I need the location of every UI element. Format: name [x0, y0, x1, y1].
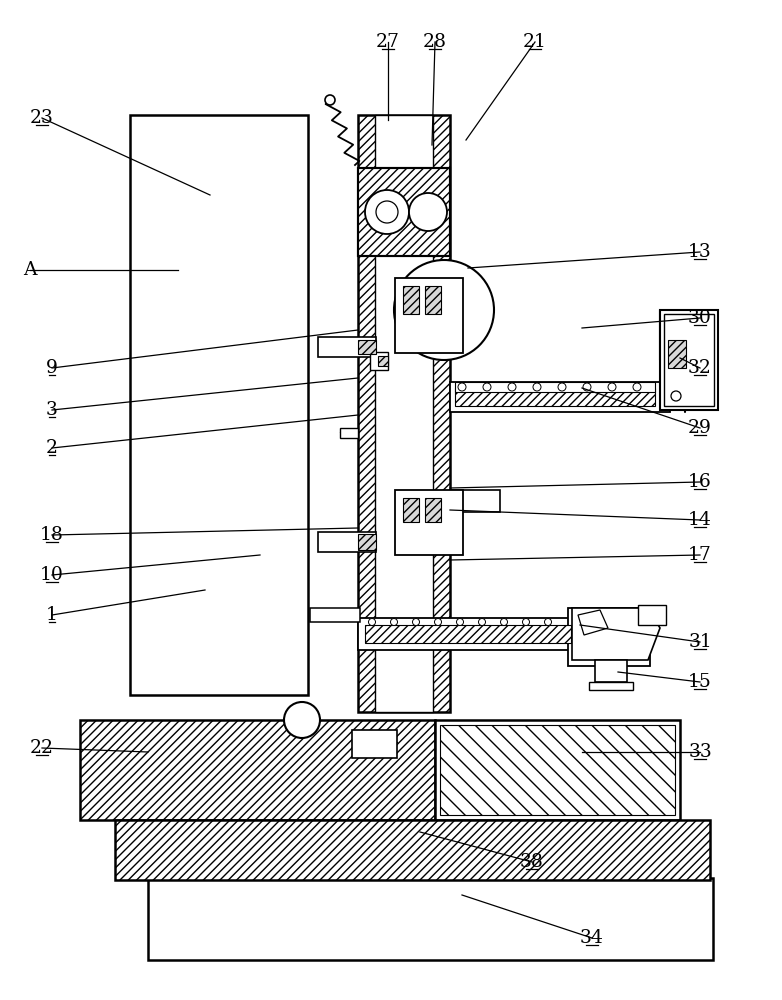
- Text: 21: 21: [523, 33, 547, 51]
- Text: 13: 13: [688, 243, 712, 261]
- Text: 31: 31: [688, 633, 712, 651]
- Bar: [403, 498, 419, 522]
- Text: 2: 2: [46, 439, 58, 457]
- Bar: [358, 168, 450, 256]
- Bar: [318, 532, 376, 552]
- Circle shape: [522, 618, 529, 626]
- Circle shape: [479, 618, 486, 626]
- Bar: [568, 608, 650, 666]
- Text: 28: 28: [423, 33, 447, 51]
- Circle shape: [483, 383, 491, 391]
- Circle shape: [558, 383, 566, 391]
- Bar: [664, 314, 714, 406]
- Text: 18: 18: [40, 526, 64, 544]
- Bar: [589, 682, 633, 690]
- Bar: [358, 168, 450, 256]
- Text: 29: 29: [688, 419, 712, 437]
- Bar: [450, 490, 500, 512]
- Bar: [130, 115, 308, 695]
- Text: 3: 3: [46, 401, 58, 419]
- Bar: [595, 660, 627, 682]
- Bar: [660, 310, 718, 410]
- Bar: [115, 820, 710, 880]
- Text: 23: 23: [30, 109, 54, 127]
- Bar: [403, 286, 419, 314]
- Text: 27: 27: [376, 33, 400, 51]
- Circle shape: [633, 383, 641, 391]
- Circle shape: [325, 95, 335, 105]
- Circle shape: [409, 193, 447, 231]
- Bar: [358, 618, 588, 650]
- Bar: [358, 115, 450, 712]
- Circle shape: [435, 618, 442, 626]
- Text: 33: 33: [688, 743, 712, 761]
- Circle shape: [583, 383, 591, 391]
- Bar: [638, 605, 666, 625]
- Circle shape: [671, 391, 681, 401]
- Polygon shape: [572, 608, 660, 660]
- Bar: [435, 720, 680, 820]
- Circle shape: [544, 618, 551, 626]
- Bar: [395, 490, 463, 555]
- Text: 17: 17: [688, 546, 712, 564]
- Circle shape: [533, 383, 541, 391]
- Circle shape: [457, 618, 464, 626]
- Bar: [370, 352, 388, 370]
- Text: 14: 14: [688, 511, 712, 529]
- Bar: [365, 625, 571, 643]
- Bar: [378, 356, 388, 366]
- Bar: [425, 286, 441, 314]
- Bar: [358, 340, 376, 354]
- Text: 30: 30: [688, 309, 712, 327]
- Bar: [340, 428, 358, 438]
- Text: 10: 10: [40, 566, 64, 584]
- Text: 22: 22: [30, 739, 54, 757]
- Bar: [80, 720, 435, 820]
- Bar: [375, 115, 433, 712]
- Circle shape: [394, 260, 494, 360]
- Circle shape: [608, 383, 616, 391]
- Polygon shape: [578, 610, 608, 635]
- Text: 32: 32: [688, 359, 712, 377]
- Circle shape: [500, 618, 508, 626]
- Bar: [455, 388, 655, 406]
- Circle shape: [376, 201, 398, 223]
- Text: 1: 1: [46, 606, 58, 624]
- Bar: [425, 498, 441, 522]
- Text: 9: 9: [46, 359, 58, 377]
- Bar: [352, 730, 397, 758]
- Text: 38: 38: [520, 853, 544, 871]
- Circle shape: [284, 702, 320, 738]
- Bar: [358, 534, 376, 550]
- Circle shape: [368, 618, 375, 626]
- Bar: [450, 382, 670, 412]
- Circle shape: [365, 190, 409, 234]
- Bar: [395, 278, 463, 353]
- Text: 34: 34: [580, 929, 604, 947]
- Circle shape: [390, 618, 397, 626]
- Text: 15: 15: [688, 673, 712, 691]
- Circle shape: [458, 383, 466, 391]
- Bar: [148, 878, 713, 960]
- Text: 16: 16: [688, 473, 712, 491]
- Bar: [440, 725, 675, 815]
- Circle shape: [412, 618, 419, 626]
- Bar: [310, 608, 360, 622]
- Bar: [455, 382, 655, 392]
- Bar: [318, 337, 376, 357]
- Circle shape: [508, 383, 516, 391]
- Text: A: A: [23, 261, 37, 279]
- Bar: [668, 340, 686, 368]
